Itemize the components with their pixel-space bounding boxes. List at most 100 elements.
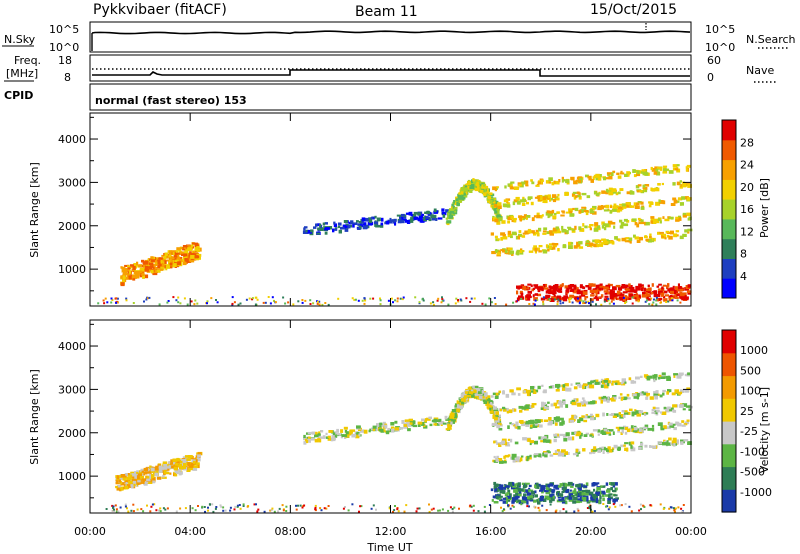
heatmap-cell xyxy=(557,453,562,457)
heatmap-cell xyxy=(536,214,541,219)
heatmap-cell xyxy=(662,233,666,236)
heatmap-cell xyxy=(595,295,598,298)
heatmap-cell xyxy=(620,431,623,435)
heatmap-cell xyxy=(569,297,572,300)
heatmap-cell xyxy=(394,222,397,226)
heatmap-cell xyxy=(193,303,196,306)
heatmap-cell xyxy=(672,404,677,408)
heatmap-cell xyxy=(605,284,611,288)
heatmap-cell xyxy=(626,296,630,300)
heatmap-cell xyxy=(630,380,635,384)
heatmap-cell xyxy=(415,510,418,513)
heatmap-cell xyxy=(267,296,270,298)
heatmap-cell xyxy=(182,463,187,467)
heatmap-cell xyxy=(606,413,609,416)
heatmap-cell xyxy=(577,383,582,387)
heatmap-cell xyxy=(502,500,507,504)
heatmap-cell xyxy=(598,381,601,385)
heatmap-cell xyxy=(602,395,607,399)
heatmap-cell xyxy=(499,460,504,464)
heatmap-cell xyxy=(461,191,464,194)
heatmap-cell xyxy=(408,418,413,422)
heatmap-cell xyxy=(513,408,517,412)
heatmap-cell xyxy=(635,410,640,414)
heatmap-cell xyxy=(620,382,626,386)
heatmap-cell xyxy=(446,220,452,224)
heatmap-cell xyxy=(682,212,687,216)
heatmap-cell xyxy=(154,266,158,270)
heatmap-cell xyxy=(148,296,151,299)
heatmap-cell xyxy=(655,168,659,172)
heatmap-cell xyxy=(451,418,456,422)
heatmap-cell xyxy=(650,237,654,241)
freq-trace xyxy=(92,69,690,77)
heatmap-cell xyxy=(601,221,605,225)
heatmap-cell xyxy=(502,203,508,207)
heatmap-cell xyxy=(649,202,654,205)
heatmap-cell xyxy=(638,446,642,450)
heatmap-cell xyxy=(532,389,536,393)
heatmap-cell xyxy=(537,506,540,509)
heatmap-cell xyxy=(177,468,181,472)
heatmap-cell xyxy=(132,277,136,281)
heatmap-cell xyxy=(492,215,495,218)
heatmap-cell xyxy=(542,232,547,235)
heatmap-cell xyxy=(430,214,434,219)
heatmap-cell xyxy=(124,505,127,508)
heatmap-cell xyxy=(607,380,611,384)
heatmap-cell xyxy=(467,181,471,185)
heatmap-cell xyxy=(662,507,665,510)
heatmap-cell xyxy=(498,443,502,447)
heatmap-cell xyxy=(617,206,623,210)
heatmap-cell xyxy=(578,180,581,184)
heatmap-cell xyxy=(426,417,431,421)
heatmap-cell xyxy=(160,261,163,264)
heatmap-cell xyxy=(515,492,518,497)
heatmap-cell xyxy=(516,484,520,488)
heatmap-cell xyxy=(526,492,531,496)
heatmap-cell xyxy=(222,506,225,509)
heatmap-cell xyxy=(456,202,460,206)
heatmap-cell xyxy=(601,190,606,194)
heatmap-cell xyxy=(575,179,580,182)
heatmap-cell xyxy=(142,261,145,265)
heatmap-cell xyxy=(125,299,128,302)
heatmap-cell xyxy=(576,243,581,248)
heatmap-cell xyxy=(637,184,642,187)
heatmap-cell xyxy=(178,258,183,262)
heatmap-cell xyxy=(601,429,606,434)
heatmap-cell xyxy=(224,509,227,512)
heatmap-cell xyxy=(537,501,541,505)
heatmap-cell xyxy=(193,460,196,464)
heatmap-cell xyxy=(526,201,529,205)
heatmap-cell xyxy=(177,252,181,255)
heatmap-cell xyxy=(635,285,640,290)
heatmap-cell xyxy=(477,180,481,183)
heatmap-cell xyxy=(357,299,360,302)
nsearch-tick-low: 10^0 xyxy=(705,41,735,54)
heatmap-cell xyxy=(447,221,450,226)
heatmap-cell xyxy=(536,499,540,502)
heatmap-cell xyxy=(435,422,440,426)
heatmap-cell xyxy=(158,257,161,260)
heatmap-cell xyxy=(660,376,666,379)
heatmap-cell xyxy=(591,482,595,487)
heatmap-cell xyxy=(327,505,330,507)
heatmap-cell xyxy=(387,428,390,431)
heatmap-cell xyxy=(169,472,172,475)
heatmap-cell xyxy=(274,301,277,304)
heatmap-cell xyxy=(529,495,534,498)
heatmap-cell xyxy=(625,204,631,208)
heatmap-cell xyxy=(549,500,553,503)
heatmap-cell xyxy=(470,389,474,393)
heatmap-cell xyxy=(476,184,480,189)
heatmap-cell xyxy=(526,505,529,508)
heatmap-cell xyxy=(307,436,311,440)
heatmap-cell xyxy=(453,506,456,509)
heatmap-cell xyxy=(367,221,373,226)
heatmap-cell xyxy=(325,436,330,439)
heatmap-cell xyxy=(592,400,596,405)
heatmap-cell xyxy=(585,496,589,499)
heatmap-cell xyxy=(674,296,679,299)
heatmap-cell xyxy=(493,485,497,490)
